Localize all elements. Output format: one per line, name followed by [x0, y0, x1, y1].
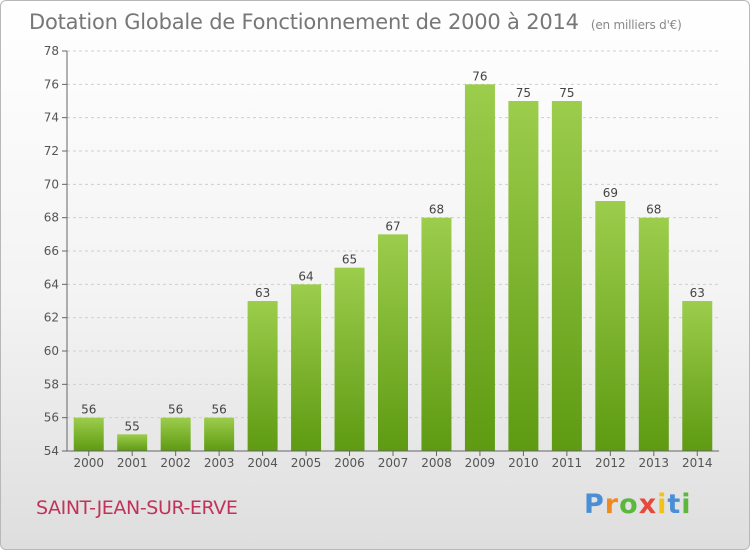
bar: [421, 217, 452, 451]
x-tick-label: 2009: [465, 456, 496, 470]
bar: [160, 417, 191, 451]
logo-letter: o: [619, 489, 639, 520]
data-label: 75: [559, 86, 574, 100]
chart-title: Dotation Globale de Fonctionnement de 20…: [29, 10, 682, 34]
x-tick-label: 2003: [204, 456, 235, 470]
data-label: 56: [81, 403, 96, 417]
proxiti-logo: Proxiti: [584, 489, 692, 520]
bar: [638, 217, 669, 451]
y-tick-label: 78: [44, 44, 59, 58]
data-label: 65: [342, 253, 357, 267]
chart-unit-note: (en milliers d'€): [590, 18, 682, 32]
data-label: 55: [125, 419, 140, 433]
data-label: 68: [646, 203, 661, 217]
chart-title-text: Dotation Globale de Fonctionnement de 20…: [29, 10, 579, 34]
data-label: 69: [603, 186, 618, 200]
commune-name: SAINT-JEAN-SUR-ERVE: [36, 497, 238, 519]
x-tick-label: 2010: [508, 456, 539, 470]
x-tick-label: 2004: [247, 456, 278, 470]
data-label: 56: [211, 403, 226, 417]
y-tick-label: 68: [44, 211, 59, 225]
y-tick-label: 58: [44, 377, 59, 391]
x-tick-label: 2013: [639, 456, 670, 470]
y-tick-label: 62: [44, 311, 59, 325]
x-tick-label: 2011: [552, 456, 583, 470]
logo-letter: r: [604, 489, 620, 520]
x-tick-label: 2000: [73, 456, 104, 470]
data-label: 56: [168, 403, 183, 417]
bar: [508, 101, 539, 451]
x-tick-label: 2014: [682, 456, 713, 470]
x-tick-label: 2001: [117, 456, 148, 470]
logo-letter: x: [638, 489, 658, 520]
bar: [73, 417, 104, 451]
bar: [334, 267, 365, 451]
logo-letter: i: [657, 489, 668, 520]
y-axis-ticks: 54 56 58 60 62 64 66 68 70 72 74 76 78: [44, 44, 67, 458]
y-tick-label: 66: [44, 244, 59, 258]
x-tick-label: 2007: [378, 456, 409, 470]
x-tick-label: 2012: [595, 456, 626, 470]
logo-letter: i: [681, 489, 692, 520]
data-label: 63: [255, 286, 270, 300]
y-tick-label: 72: [44, 144, 59, 158]
bar: [378, 234, 408, 451]
data-label: 68: [429, 203, 444, 217]
data-labels: 56 55 56 56 63 64 65 67 68 76 75 75 69 68 63: [81, 69, 705, 433]
x-tick-label: 2002: [160, 456, 191, 470]
y-tick-label: 76: [44, 77, 59, 91]
y-tick-label: 64: [44, 277, 59, 291]
x-tick-label: 2005: [291, 456, 322, 470]
bar: [682, 301, 713, 451]
logo-letter: t: [667, 489, 682, 520]
y-tick-label: 56: [44, 411, 59, 425]
bar: [551, 101, 582, 451]
y-tick-label: 70: [44, 177, 59, 191]
y-tick-label: 60: [44, 344, 59, 358]
y-tick-label: 74: [44, 111, 59, 125]
x-tick-label: 2008: [421, 456, 452, 470]
data-label: 64: [298, 269, 313, 283]
bar: [464, 84, 495, 451]
bar: [204, 417, 235, 451]
bar: [247, 301, 278, 451]
data-label: 67: [385, 219, 400, 233]
data-label: 76: [472, 69, 487, 83]
data-label: 75: [516, 86, 531, 100]
y-tick-label: 54: [44, 444, 59, 458]
bar: [595, 201, 626, 451]
x-tick-label: 2006: [334, 456, 365, 470]
data-label: 63: [690, 286, 705, 300]
logo-letter: P: [584, 489, 605, 520]
bar: [291, 284, 322, 451]
x-axis-ticks: 2000 2001 2002 2003 2004 2005 2006 2007 2008 2009…: [73, 451, 713, 470]
bars: [73, 84, 713, 451]
bar: [117, 434, 148, 451]
